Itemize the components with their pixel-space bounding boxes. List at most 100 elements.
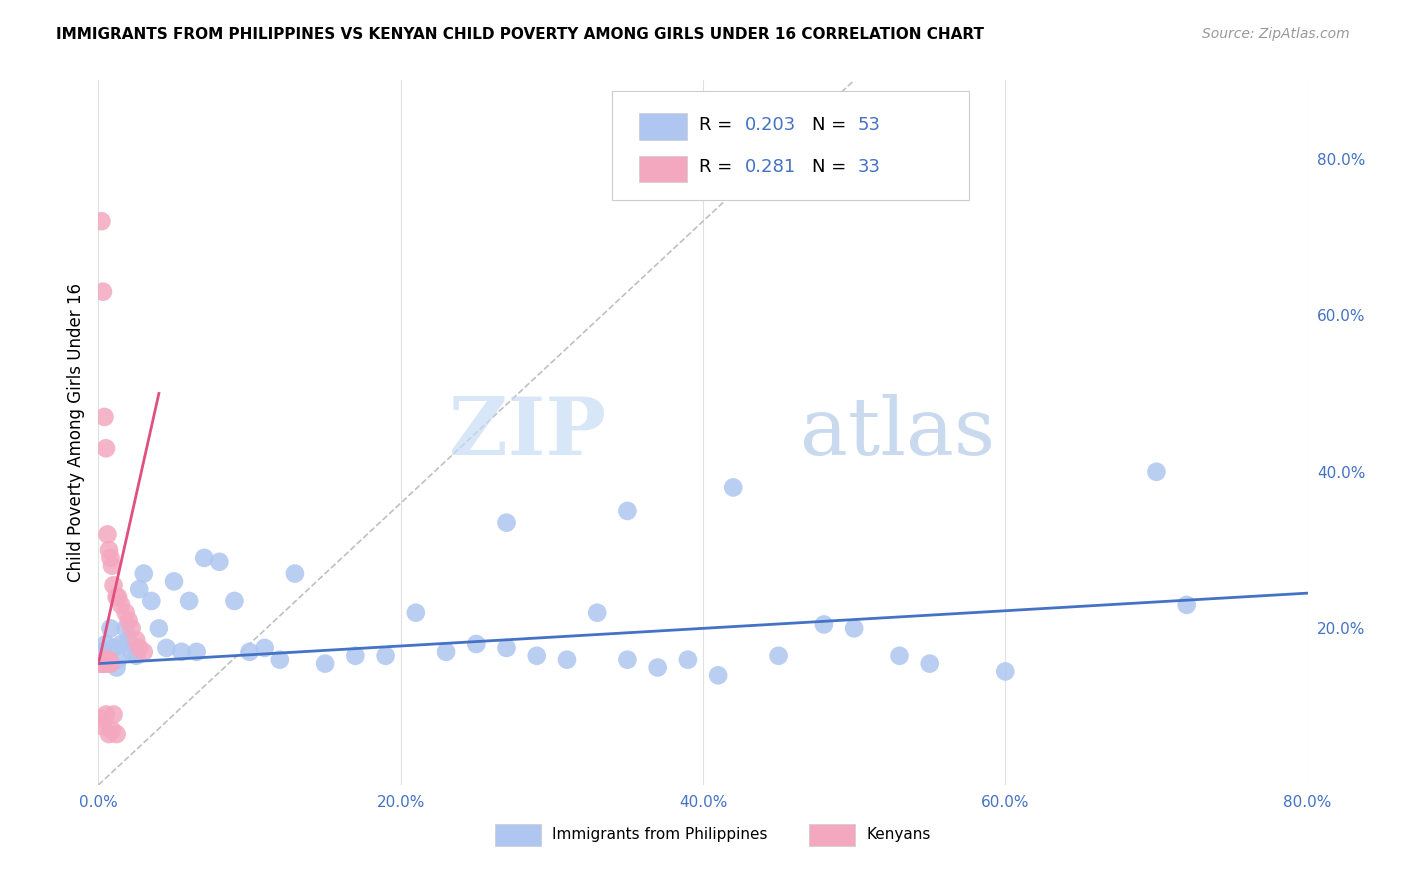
Point: [813, 617, 835, 632]
Point: [90, 711, 112, 725]
Point: [284, 566, 307, 581]
Point: [269, 653, 291, 667]
Point: [89, 657, 111, 671]
Point: [114, 606, 136, 620]
Point: [101, 723, 124, 738]
Point: [616, 504, 638, 518]
Point: [163, 574, 186, 589]
Point: [114, 621, 136, 635]
Point: [994, 665, 1017, 679]
Point: [94, 637, 117, 651]
Point: [125, 633, 148, 648]
Point: [586, 606, 609, 620]
Point: [723, 480, 745, 494]
Text: Source: ZipAtlas.com: Source: ZipAtlas.com: [1202, 27, 1350, 41]
Point: [121, 645, 143, 659]
Point: [90, 214, 112, 228]
Point: [98, 727, 121, 741]
Point: [239, 645, 262, 659]
Point: [526, 648, 548, 663]
FancyBboxPatch shape: [495, 824, 541, 846]
Point: [91, 285, 114, 299]
FancyBboxPatch shape: [638, 113, 688, 140]
Point: [555, 653, 578, 667]
Point: [105, 660, 128, 674]
Text: Kenyans: Kenyans: [866, 828, 931, 842]
Point: [155, 640, 177, 655]
Text: R =: R =: [699, 116, 738, 134]
Point: [179, 594, 201, 608]
Point: [170, 645, 193, 659]
Point: [100, 621, 122, 635]
Point: [98, 543, 121, 558]
Point: [314, 657, 336, 671]
Point: [90, 657, 112, 671]
Point: [676, 653, 699, 667]
Point: [495, 640, 517, 655]
Point: [103, 640, 125, 655]
Point: [110, 598, 132, 612]
Point: [101, 558, 124, 573]
Text: 0.203: 0.203: [745, 116, 797, 134]
Point: [889, 648, 911, 663]
Point: [94, 653, 117, 667]
Point: [141, 594, 163, 608]
Text: 0.281: 0.281: [745, 158, 797, 176]
Point: [1175, 598, 1198, 612]
Point: [105, 590, 128, 604]
Point: [93, 657, 115, 671]
Point: [128, 640, 150, 655]
Point: [94, 442, 117, 456]
Point: [374, 648, 396, 663]
Point: [103, 578, 125, 592]
Point: [495, 516, 517, 530]
Point: [707, 668, 730, 682]
Point: [844, 621, 866, 635]
Point: [128, 582, 150, 597]
Point: [91, 645, 114, 659]
Text: R =: R =: [699, 158, 738, 176]
Text: 33: 33: [858, 158, 880, 176]
Text: N =: N =: [811, 158, 852, 176]
Text: atlas: atlas: [800, 393, 995, 472]
Text: N =: N =: [811, 116, 852, 134]
Text: IMMIGRANTS FROM PHILIPPINES VS KENYAN CHILD POVERTY AMONG GIRLS UNDER 16 CORRELA: IMMIGRANTS FROM PHILIPPINES VS KENYAN CH…: [56, 27, 984, 42]
Text: 53: 53: [858, 116, 880, 134]
Point: [105, 727, 128, 741]
Point: [121, 621, 143, 635]
Text: Immigrants from Philippines: Immigrants from Philippines: [551, 828, 768, 842]
Point: [253, 640, 276, 655]
FancyBboxPatch shape: [613, 91, 969, 200]
Point: [93, 409, 115, 424]
Point: [224, 594, 246, 608]
Point: [405, 606, 427, 620]
Point: [118, 614, 141, 628]
Point: [91, 657, 114, 671]
Point: [94, 707, 117, 722]
Point: [918, 657, 941, 671]
Text: ZIP: ZIP: [450, 393, 606, 472]
Point: [98, 657, 121, 671]
Point: [647, 660, 669, 674]
FancyBboxPatch shape: [638, 156, 688, 183]
Point: [132, 566, 155, 581]
Point: [125, 648, 148, 663]
Point: [100, 550, 122, 565]
FancyBboxPatch shape: [810, 824, 855, 846]
Point: [186, 645, 208, 659]
Point: [434, 645, 457, 659]
Point: [98, 653, 121, 667]
Point: [91, 719, 114, 733]
Point: [103, 707, 125, 722]
Point: [96, 527, 118, 541]
Point: [132, 645, 155, 659]
Point: [107, 653, 129, 667]
Point: [110, 637, 132, 651]
Point: [768, 648, 790, 663]
Point: [193, 550, 215, 565]
Point: [118, 633, 141, 648]
Point: [616, 653, 638, 667]
Point: [344, 648, 367, 663]
Point: [96, 657, 118, 671]
Point: [1144, 465, 1167, 479]
